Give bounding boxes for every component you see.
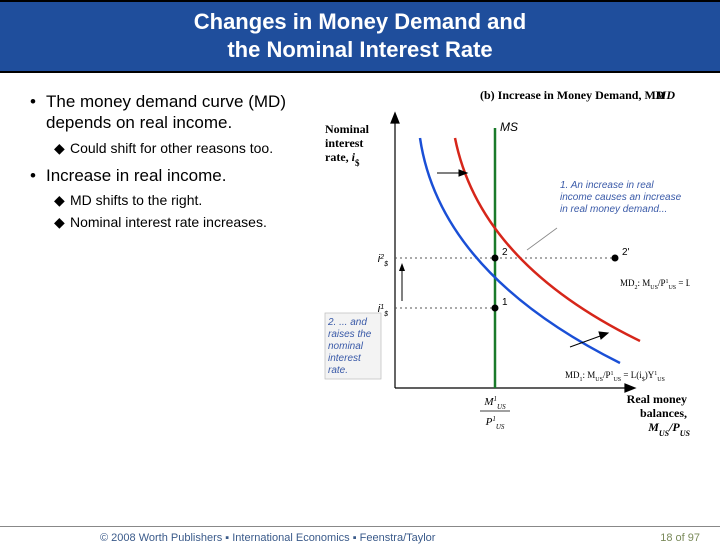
bullet-1: • The money demand curve (MD) depends on…	[30, 91, 310, 134]
title-line1: Changes in Money Demand and	[194, 9, 527, 34]
bullet-2b-text: Nominal interest rate increases.	[70, 214, 267, 232]
title-line2: the Nominal Interest Rate	[227, 37, 492, 62]
ms-label: MS	[500, 120, 518, 134]
i2-tick: i2$	[378, 253, 388, 268]
bullet-2: • Increase in real income.	[30, 165, 310, 186]
md2-label: MD2: MUS/P1US = L(i$)Y2US	[620, 278, 690, 291]
right-column: (b) Increase in Money Demand, MD MD Nomi…	[320, 83, 700, 453]
point-1	[492, 305, 499, 312]
point-2-label: 2	[502, 247, 508, 258]
point-2b	[612, 255, 619, 262]
point-1-label: 1	[502, 297, 508, 308]
bullet-1a-text: Could shift for other reasons too.	[70, 140, 273, 158]
bullet-dot-icon: •	[30, 91, 46, 134]
bullet-1-text: The money demand curve (MD) depends on r…	[46, 91, 310, 134]
md2-curve	[455, 138, 640, 341]
panel-label: (b) Increase in Money Demand, MD	[480, 88, 665, 102]
footer-page: 18 of 97	[660, 532, 700, 544]
point-2	[492, 255, 499, 262]
axes	[391, 113, 635, 392]
svg-text:P1US: P1US	[485, 415, 505, 431]
bullet-square-icon: ◆	[54, 192, 70, 210]
x-axis-label: Real money balances, MUS/PUS	[627, 392, 690, 438]
title-bar: Changes in Money Demand and the Nominal …	[0, 0, 720, 73]
bullet-square-icon: ◆	[54, 214, 70, 232]
money-demand-chart: (b) Increase in Money Demand, MD MD Nomi…	[320, 83, 690, 453]
bullet-2b: ◆ Nominal interest rate increases.	[54, 214, 310, 232]
md1-label: MD1: MUS/P1US = L(i$)Y1US	[565, 370, 665, 383]
slide-body: • The money demand curve (MD) depends on…	[0, 73, 720, 453]
svg-text:MD: MD	[655, 88, 676, 102]
slide-title: Changes in Money Demand and the Nominal …	[0, 8, 720, 63]
left-column: • The money demand curve (MD) depends on…	[30, 83, 320, 453]
bullet-1a: ◆ Could shift for other reasons too.	[54, 140, 310, 158]
chart-svg: (b) Increase in Money Demand, MD MD Nomi…	[320, 83, 690, 453]
note-1: 1. An increase in real income causes an …	[560, 180, 684, 215]
bullet-square-icon: ◆	[54, 140, 70, 158]
footer: © 2008 Worth Publishers ▪ International …	[0, 526, 720, 532]
bullet-2-text: Increase in real income.	[46, 165, 226, 186]
footer-copyright: © 2008 Worth Publishers ▪ International …	[100, 532, 435, 544]
svg-text:2': 2'	[622, 247, 630, 258]
bullet-2a: ◆ MD shifts to the right.	[54, 192, 310, 210]
bullet-dot-icon: •	[30, 165, 46, 186]
md1-curve	[420, 138, 620, 363]
x-tick: M1US	[483, 395, 506, 411]
y-axis-label: Nominal interest rate, i$	[325, 122, 372, 168]
bullet-2a-text: MD shifts to the right.	[70, 192, 202, 210]
